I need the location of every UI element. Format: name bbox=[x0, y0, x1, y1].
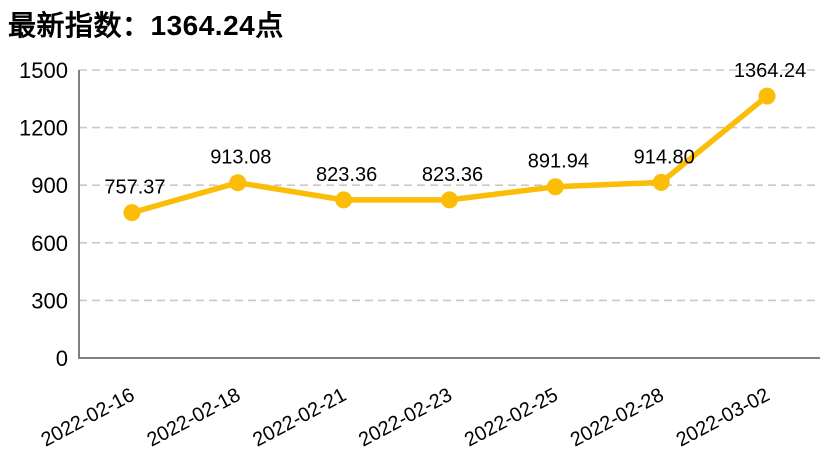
data-point-label: 891.94 bbox=[528, 151, 589, 173]
data-point-marker bbox=[758, 87, 776, 105]
x-tick-label: 2022-02-18 bbox=[143, 384, 244, 451]
data-point-marker bbox=[335, 191, 353, 209]
y-tick-label: 0 bbox=[56, 346, 68, 371]
data-point-label: 914.80 bbox=[634, 146, 695, 168]
y-tick-label: 900 bbox=[31, 173, 68, 198]
chart-title: 最新指数：1364.24点 bbox=[8, 10, 284, 41]
data-point-marker bbox=[546, 178, 564, 196]
y-tick-label: 300 bbox=[31, 288, 68, 313]
data-point-label: 757.37 bbox=[104, 177, 165, 199]
data-point-marker bbox=[652, 173, 670, 191]
x-tick-label: 2022-02-21 bbox=[249, 384, 350, 451]
y-tick-label: 600 bbox=[31, 231, 68, 256]
data-point-marker bbox=[123, 204, 141, 222]
data-point-marker bbox=[441, 191, 458, 209]
x-tick-label: 2022-02-23 bbox=[355, 384, 456, 451]
data-point-label: 823.36 bbox=[316, 164, 377, 186]
data-point-marker bbox=[229, 174, 247, 192]
data-point-label: 823.36 bbox=[422, 164, 483, 186]
x-tick-label: 2022-02-28 bbox=[567, 384, 668, 451]
y-tick-label: 1500 bbox=[19, 58, 68, 83]
x-tick-label: 2022-02-16 bbox=[38, 384, 139, 451]
y-tick-label: 1200 bbox=[19, 116, 68, 141]
x-tick-label: 2022-02-25 bbox=[461, 384, 562, 451]
data-point-label: 913.08 bbox=[210, 147, 271, 169]
x-tick-label: 2022-03-02 bbox=[673, 384, 774, 451]
data-point-label: 1364.24 bbox=[734, 60, 806, 82]
